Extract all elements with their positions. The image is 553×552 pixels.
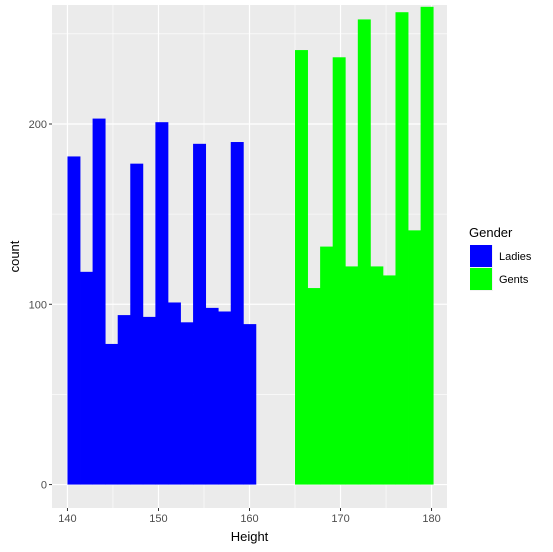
bar-ladies (105, 343, 119, 485)
bar-ladies (243, 324, 257, 485)
histogram-bars (67, 6, 434, 485)
x-tick-label: 180 (422, 513, 440, 525)
bar-gents (408, 230, 422, 485)
bar-ladies (67, 156, 81, 485)
bar-ladies (180, 322, 194, 485)
legend-label-gents: Gents (499, 274, 529, 286)
y-axis-title: count (7, 240, 22, 272)
bar-ladies (155, 122, 169, 485)
bar-gents (307, 288, 321, 485)
bar-ladies (130, 163, 144, 485)
bar-ladies (92, 118, 106, 485)
legend-swatch-ladies (470, 245, 492, 267)
bar-gents (395, 12, 409, 485)
x-tick-label: 140 (58, 513, 76, 525)
bar-ladies (117, 315, 131, 485)
bar-gents (370, 266, 384, 485)
bar-ladies (205, 307, 219, 485)
bar-ladies (167, 302, 181, 485)
y-axis: 0 100 200 (29, 119, 52, 492)
y-tick-label: 0 (41, 480, 47, 492)
bar-gents (332, 57, 346, 485)
y-tick-label: 200 (29, 119, 47, 131)
x-tick-label: 150 (149, 513, 167, 525)
x-tick-label: 170 (331, 513, 349, 525)
bar-gents (382, 275, 396, 485)
bar-gents (320, 246, 334, 485)
x-axis-title: Height (231, 529, 269, 544)
y-tick-label: 100 (29, 299, 47, 311)
legend: Gender Ladies Gents (469, 225, 532, 291)
bar-ladies (230, 142, 244, 485)
bar-gents (345, 266, 359, 485)
bar-gents (295, 50, 308, 485)
legend-title: Gender (469, 225, 513, 240)
bar-ladies (80, 271, 93, 485)
bar-ladies (142, 316, 156, 485)
bar-ladies (193, 143, 207, 485)
legend-items: Ladies Gents (470, 245, 532, 291)
bar-gents (420, 6, 434, 485)
bar-ladies (218, 311, 232, 485)
legend-label-ladies: Ladies (499, 251, 532, 263)
x-axis: 140 150 160 170 180 (58, 508, 441, 525)
bar-gents (357, 19, 371, 485)
x-tick-label: 160 (240, 513, 258, 525)
legend-swatch-gents (470, 268, 492, 290)
